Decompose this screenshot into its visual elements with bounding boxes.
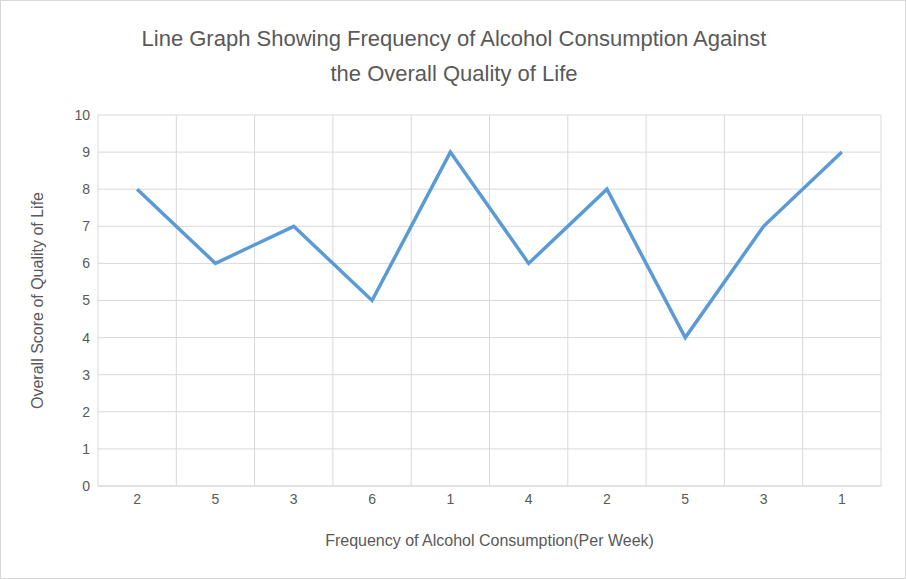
svg-text:5: 5 — [82, 292, 90, 308]
svg-text:Frequency of Alcohol Consumpti: Frequency of Alcohol Consumption(Per Wee… — [325, 532, 654, 549]
svg-text:8: 8 — [82, 181, 90, 197]
svg-text:2: 2 — [133, 491, 141, 507]
html-text:Line Graph Showing Frequency o: Line Graph Showing Frequency of Alcohol … — [141, 26, 767, 86]
svg-text:10: 10 — [74, 107, 90, 123]
svg-text:2: 2 — [603, 491, 611, 507]
svg-text:1: 1 — [446, 491, 454, 507]
svg-text:9: 9 — [82, 144, 90, 160]
svg-text:3: 3 — [290, 491, 298, 507]
svg-text:1: 1 — [838, 491, 846, 507]
svg-text:4: 4 — [525, 491, 533, 507]
svg-text:4: 4 — [82, 330, 90, 346]
svg-text:6: 6 — [82, 255, 90, 271]
svg-text:6: 6 — [368, 491, 376, 507]
svg-text:3: 3 — [82, 367, 90, 383]
svg-text:0: 0 — [82, 478, 90, 494]
svg-text:5: 5 — [681, 491, 689, 507]
svg-text:5: 5 — [212, 491, 220, 507]
svg-text:3: 3 — [760, 491, 768, 507]
svg-text:2: 2 — [82, 404, 90, 420]
svg-text:1: 1 — [82, 441, 90, 457]
svg-text:Overall Score of Quality of Li: Overall Score of Quality of Life — [29, 192, 46, 409]
svg-text:7: 7 — [82, 218, 90, 234]
